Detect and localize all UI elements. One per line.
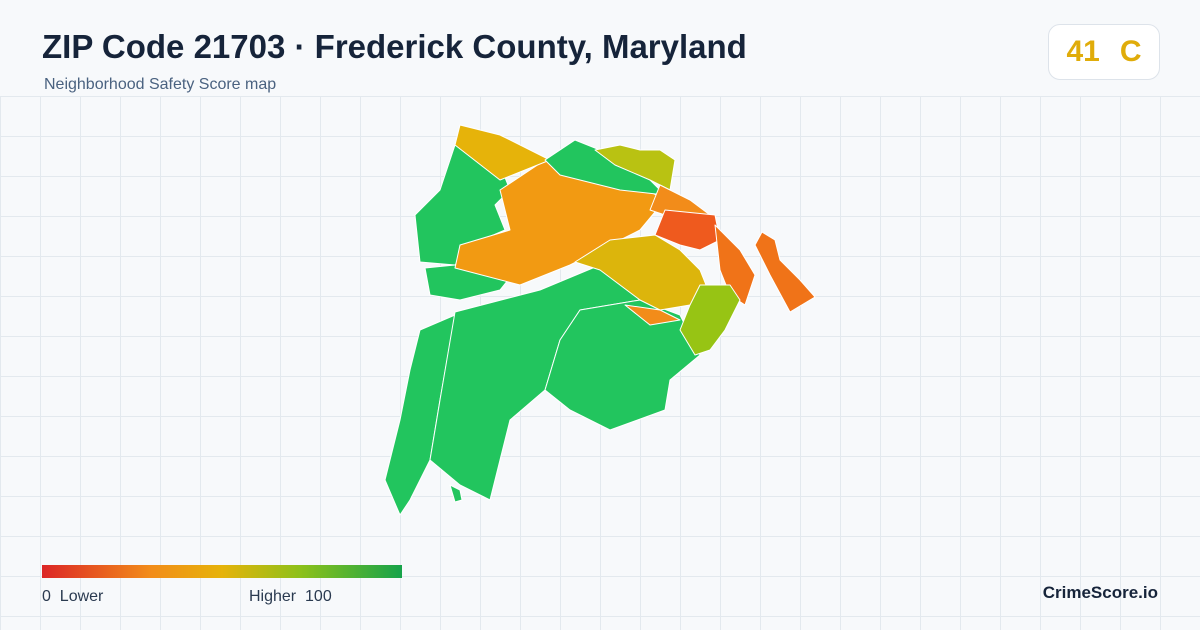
area [594,144,676,191]
area [754,231,816,313]
area [544,139,666,196]
score-badge: 41 C [1048,24,1160,80]
area [624,304,681,326]
title: ZIP Code 21703 · Frederick County, Maryl… [42,28,747,65]
area [449,484,463,503]
legend-max: 100 [305,588,332,605]
area [454,124,551,181]
legend-low: 0 Lower [42,588,103,606]
area [544,299,701,431]
legend-high: Higher 100 [249,588,332,606]
legend-min-label: Lower [59,588,104,605]
subtitle: Neighborhood Safety Score map [44,76,277,93]
legend-max-label: Higher [249,588,297,605]
area [649,184,711,216]
area [679,284,741,356]
score-value: 41 [1066,35,1100,68]
score-grade: C [1119,35,1142,68]
legend-gradient [42,565,402,578]
legend-min: 0 [42,588,51,605]
brand: CrimeScore.io [1042,583,1158,602]
area [714,224,756,306]
